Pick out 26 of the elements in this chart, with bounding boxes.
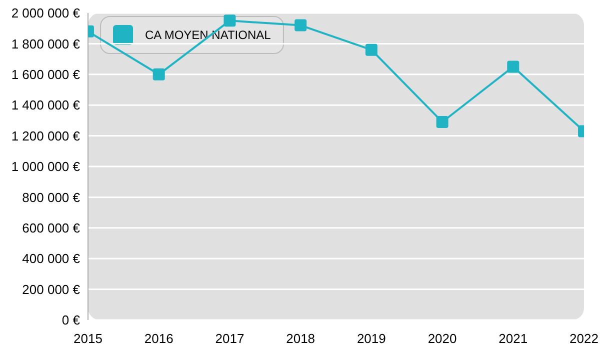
x-tick-label: 2021 — [498, 331, 528, 346]
y-tick-label: 1 800 000 € — [11, 36, 81, 52]
y-tick-label: 200 000 € — [22, 282, 81, 297]
legend-label: CA MOYEN NATIONAL — [145, 28, 271, 42]
point — [152, 68, 165, 80]
x-tick-label: 2017 — [215, 331, 244, 346]
y-tick-label: 1 000 000 € — [11, 159, 81, 174]
y-tick-label: 400 000 € — [22, 251, 81, 266]
point — [224, 14, 236, 27]
point — [436, 116, 448, 128]
x-tick-label: 2022 — [570, 331, 598, 346]
point — [365, 44, 378, 56]
y-tick-label: 0 € — [62, 312, 81, 328]
point — [507, 60, 520, 73]
x-tick-label: 2016 — [144, 331, 174, 346]
point — [294, 19, 307, 32]
x-tick-label: 2018 — [286, 331, 316, 346]
y-tick-label: 800 000 € — [22, 190, 81, 205]
y-tick-label: 1 600 000 € — [11, 67, 81, 82]
x-tick-label: 2019 — [356, 331, 386, 346]
y-tick-label: 1 400 000 € — [11, 98, 81, 113]
y-tick-label: 2 000 000 € — [11, 6, 81, 21]
y-tick-label: 600 000 € — [22, 220, 81, 236]
x-tick-label: 2020 — [428, 331, 457, 346]
y-tick-label: 1 200 000 € — [11, 128, 81, 144]
x-tick-label: 2015 — [74, 331, 102, 346]
